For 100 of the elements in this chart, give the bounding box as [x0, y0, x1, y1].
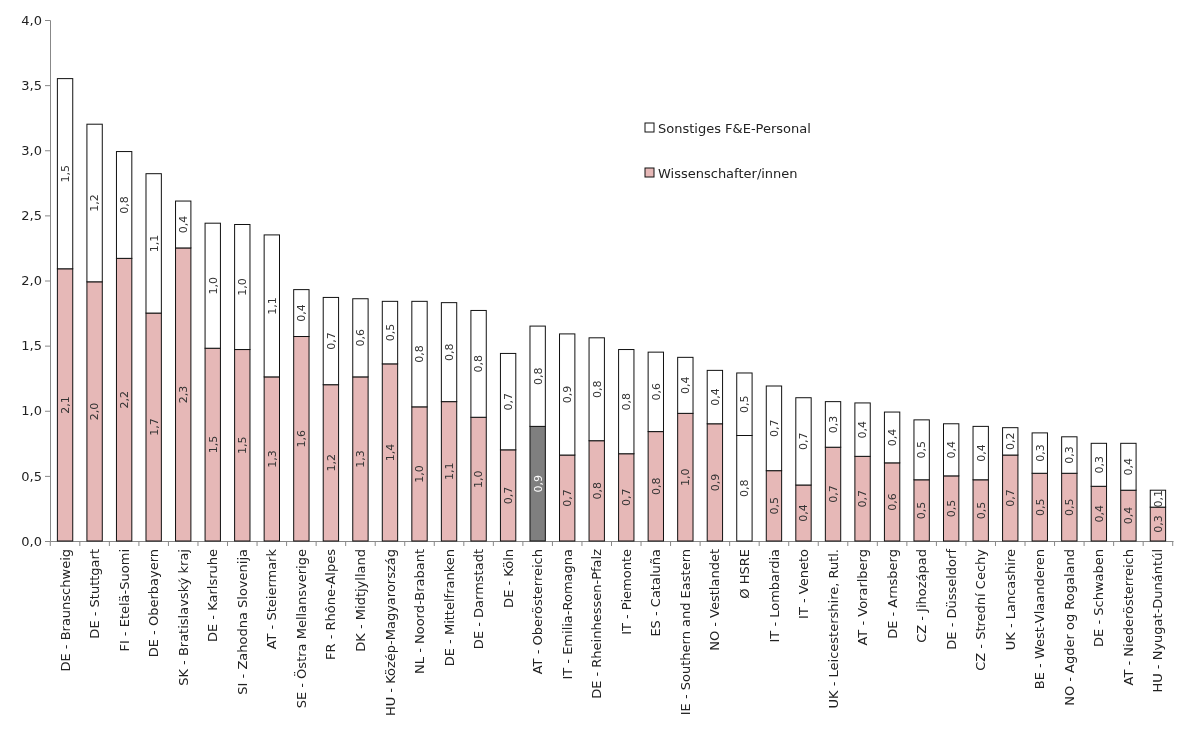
- x-tick-label: DE - Karlsruhe: [205, 549, 221, 642]
- data-label: 0,3: [826, 415, 840, 434]
- x-tick-label: DE - Mittelfranken: [441, 549, 457, 667]
- data-label: 2,3: [177, 385, 191, 404]
- data-label: 0,7: [501, 392, 515, 411]
- data-label: 1,0: [472, 470, 486, 488]
- x-tick-label: NO - Agder og Rogaland: [1061, 549, 1077, 706]
- x-tick-label: FI - Etelä-Suomi: [116, 549, 132, 652]
- data-label: 0,7: [856, 489, 870, 508]
- data-label: 1,5: [236, 436, 250, 455]
- data-label: 0,7: [620, 488, 634, 507]
- data-label: 1,3: [354, 450, 368, 468]
- x-tick-label: DE - Köln: [500, 549, 516, 608]
- data-label: 0,5: [915, 441, 929, 459]
- x-tick-label: IT - Piemonte: [618, 549, 634, 635]
- x-tick-label: DE - Oberbayern: [146, 549, 162, 658]
- x-tick-label: NO - Vestlandet: [707, 549, 723, 651]
- data-label: 0,3: [1092, 456, 1106, 474]
- y-tick-label: 3,0: [21, 142, 42, 158]
- data-label: 0,5: [974, 501, 988, 520]
- data-label: 0,3: [1151, 515, 1165, 533]
- x-tick-label: DE - Rheinhessen-Pfalz: [589, 548, 605, 699]
- data-label: 1,4: [383, 443, 397, 462]
- data-label: 2,2: [117, 390, 131, 409]
- x-tick-label: AT - Niederösterreich: [1120, 549, 1136, 686]
- y-tick-label: 1,0: [21, 403, 42, 419]
- data-label: 0,7: [767, 419, 781, 438]
- data-label: 0,7: [561, 489, 575, 507]
- data-label: 0,8: [620, 392, 634, 411]
- data-label: 0,6: [885, 493, 899, 511]
- x-tick-label: SI - Zahodna Slovenija: [234, 549, 250, 695]
- data-label: 0,4: [1122, 458, 1136, 476]
- y-tick-label: 3,5: [21, 77, 42, 93]
- x-tick-label: AT - Steiermark: [264, 548, 280, 650]
- x-tick-label: IE - Southern and Eastern: [677, 549, 693, 716]
- data-label: 0,3: [1063, 446, 1077, 464]
- data-label: 0,5: [738, 395, 752, 413]
- x-tick-label: ES - Cataluña: [648, 549, 664, 637]
- data-label: 0,4: [679, 376, 693, 395]
- data-label: 0,2: [1004, 432, 1018, 451]
- data-label: 0,8: [590, 380, 604, 399]
- x-tick-label: FR - Rhône-Alpes: [323, 548, 339, 660]
- data-label: 0,5: [915, 501, 929, 520]
- data-label: 0,8: [413, 345, 427, 363]
- x-tick-label: CZ - Strední Cechy: [973, 548, 989, 671]
- data-label: 0,4: [1092, 504, 1106, 523]
- y-tick-label: 0,5: [21, 468, 42, 484]
- y-tick-label: 2,5: [21, 208, 42, 224]
- data-label: 0,4: [885, 428, 899, 447]
- data-label: 1,3: [265, 450, 279, 468]
- data-label: 1,2: [324, 454, 338, 472]
- data-label: 1,1: [442, 462, 456, 481]
- data-label: 1,0: [679, 468, 693, 486]
- data-label: 0,4: [295, 304, 309, 322]
- x-tick-label: NL - Noord-Brabant: [412, 549, 428, 674]
- x-tick-label: IT - Veneto: [796, 548, 812, 619]
- data-label: 0,5: [1033, 498, 1047, 516]
- data-label: 0,8: [738, 479, 752, 497]
- x-tick-label: DE - Stuttgart: [87, 549, 103, 639]
- data-label: 0,5: [767, 497, 781, 515]
- x-tick-label: SE - Östra Mellansverige: [292, 549, 309, 709]
- x-tick-label: HU - Közép-Magyarország: [382, 549, 398, 717]
- legend-label: Wissenschafter/innen: [658, 165, 798, 181]
- data-label: 0,7: [324, 332, 338, 350]
- data-label: 1,5: [58, 164, 72, 183]
- data-label: 0,4: [856, 420, 870, 439]
- data-label: 0,9: [708, 473, 722, 492]
- x-tick-label: DE - Schwaben: [1091, 549, 1107, 647]
- legend-label: Sonstiges F&E-Personal: [658, 120, 811, 136]
- y-tick-label: 4,0: [21, 12, 42, 28]
- data-label: 1,5: [206, 435, 220, 454]
- data-label: 1,7: [147, 418, 161, 436]
- data-label: 0,4: [1122, 506, 1136, 525]
- x-tick-label: DE - Darmstadt: [471, 549, 487, 650]
- data-label: 1,6: [295, 430, 309, 448]
- x-tick-label: AT - Vorarlberg: [855, 549, 871, 646]
- y-tick-label: 0,0: [21, 533, 42, 549]
- x-tick-label: DK - Midtjylland: [352, 549, 368, 652]
- x-tick-label: IT - Emilia-Romagna: [559, 549, 575, 680]
- x-tick-label: DE - Arnsberg: [884, 549, 900, 639]
- x-tick-label: AT - Oberösterreich: [530, 549, 546, 675]
- data-label: 0,9: [561, 385, 575, 404]
- data-label: 0,8: [472, 355, 486, 373]
- data-label: 0,8: [442, 343, 456, 361]
- x-tick-label: UK - Lancashire: [1002, 549, 1018, 651]
- data-label: 0,8: [590, 482, 604, 500]
- y-tick-label: 1,5: [21, 338, 42, 354]
- data-label: 0,8: [117, 196, 131, 214]
- x-tick-label: Ø HSRE: [736, 549, 752, 599]
- data-label: 1,0: [206, 276, 220, 295]
- data-label: 0,7: [501, 486, 515, 505]
- data-label: 1,0: [236, 278, 250, 296]
- data-label: 0,7: [797, 432, 811, 451]
- data-label: 0,1: [1151, 489, 1165, 508]
- data-label: 0,6: [354, 329, 368, 347]
- x-tick-label: BE - West-Vlaanderen: [1032, 549, 1048, 690]
- data-label: 0,5: [1063, 498, 1077, 516]
- data-label: 0,9: [531, 474, 545, 493]
- data-label: 0,4: [177, 215, 191, 234]
- data-label: 2,0: [88, 402, 102, 421]
